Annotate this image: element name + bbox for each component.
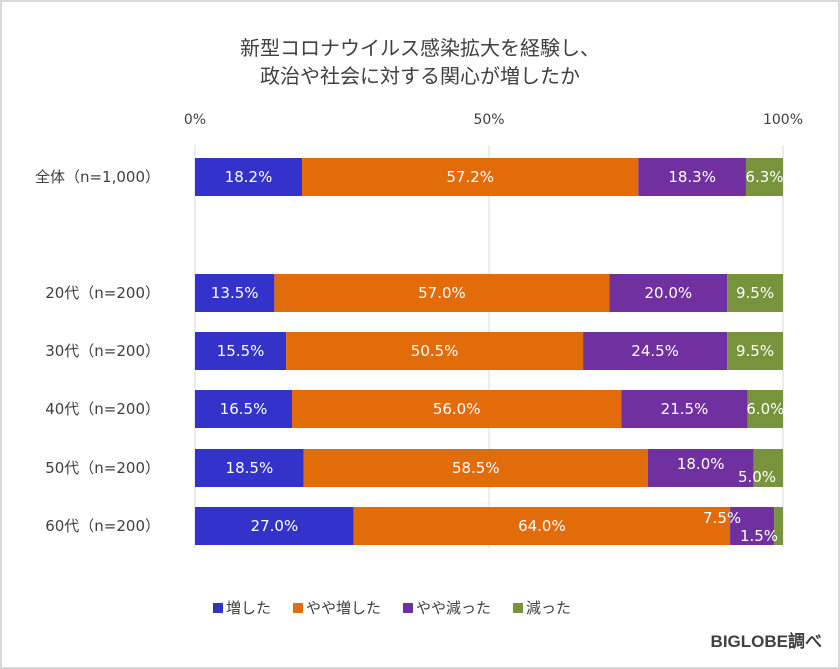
data-label: 64.0% bbox=[518, 517, 566, 535]
legend-item: 増した bbox=[213, 597, 271, 618]
legend-swatch bbox=[213, 602, 223, 613]
legend-swatch bbox=[293, 602, 304, 613]
data-label: 18.3% bbox=[668, 168, 716, 186]
data-label: 1.5% bbox=[740, 527, 778, 545]
data-label: 27.0% bbox=[251, 517, 299, 535]
legend-label: やや増した bbox=[306, 599, 382, 617]
bar-segment bbox=[647, 449, 754, 487]
bar-segment bbox=[292, 390, 622, 428]
data-label: 56.0% bbox=[433, 400, 481, 418]
bar-segment bbox=[727, 332, 783, 370]
bar-segment bbox=[302, 158, 639, 196]
legend-swatch bbox=[513, 602, 524, 613]
data-label: 9.5% bbox=[736, 342, 774, 360]
data-label: 21.5% bbox=[661, 400, 709, 418]
data-label: 18.2% bbox=[225, 168, 273, 186]
bar-segment bbox=[195, 158, 303, 196]
bar-segment bbox=[353, 507, 731, 545]
data-label: 9.5% bbox=[736, 284, 774, 302]
chart-title-line-2: 政治や社会に対する関心が増したか bbox=[260, 64, 580, 88]
bar-segment bbox=[747, 390, 783, 428]
data-label: 18.0% bbox=[677, 455, 725, 473]
data-label: 7.5% bbox=[703, 509, 741, 527]
x-tick-label: 50% bbox=[473, 112, 504, 128]
data-label: 58.5% bbox=[452, 459, 500, 477]
bar-segment bbox=[195, 507, 354, 545]
category-label: 50代（n=200） bbox=[45, 459, 160, 477]
bar-segment bbox=[753, 449, 783, 487]
data-label: 16.5% bbox=[220, 400, 268, 418]
bar-segment bbox=[774, 507, 783, 545]
bar-segment bbox=[286, 332, 584, 370]
data-label: 15.5% bbox=[217, 342, 265, 360]
legend-item: やや増した bbox=[293, 597, 381, 618]
bar-segment bbox=[730, 507, 775, 545]
chart-title-line-1: 新型コロナウイルス感染拡大を経験し、 bbox=[240, 36, 600, 60]
bar-segment bbox=[621, 390, 748, 428]
category-label: 60代（n=200） bbox=[45, 517, 160, 535]
category-labels: 全体（n=1,000） 20代（n=200） 30代（n=200） 40代（n=200… bbox=[35, 168, 160, 535]
legend-label: 減った bbox=[526, 599, 572, 617]
bar-segment bbox=[195, 390, 293, 428]
data-label: 6.3% bbox=[745, 168, 783, 186]
legend-swatch bbox=[403, 602, 414, 613]
x-tick-labels: 0% 50% 100% bbox=[184, 112, 803, 128]
legend-label: 増した bbox=[226, 599, 272, 617]
bar-segment bbox=[195, 449, 304, 487]
bar-segment bbox=[195, 274, 275, 312]
data-label: 20.0% bbox=[645, 284, 693, 302]
data-label: 5.0% bbox=[738, 468, 776, 486]
bar-segment bbox=[274, 274, 610, 312]
category-label: 20代（n=200） bbox=[45, 284, 160, 302]
bar-segment bbox=[195, 332, 287, 370]
category-label: 40代（n=200） bbox=[45, 400, 160, 418]
bar-segment bbox=[609, 274, 728, 312]
bar-segment bbox=[303, 449, 648, 487]
data-label: 13.5% bbox=[211, 284, 259, 302]
bar-segment bbox=[638, 158, 746, 196]
legend: 増した やや増した やや減った 減った bbox=[213, 597, 571, 618]
data-label: 57.2% bbox=[446, 168, 494, 186]
legend-label: やや減った bbox=[416, 599, 492, 617]
bar-segment bbox=[727, 274, 783, 312]
data-label: 57.0% bbox=[418, 284, 466, 302]
category-label: 全体（n=1,000） bbox=[35, 168, 160, 186]
data-label: 18.5% bbox=[226, 459, 274, 477]
data-labels: 18.2% 57.2% 18.3% 6.3% 13.5% 57.0% 20.0% 9.5% 15… bbox=[211, 168, 785, 545]
bar-segment bbox=[745, 158, 783, 196]
legend-item: 減った bbox=[513, 597, 571, 618]
bar-segment bbox=[583, 332, 728, 370]
x-tick-label: 100% bbox=[763, 112, 803, 128]
source-credit: BIGLOBE調べ bbox=[710, 632, 822, 651]
x-tick-label: 0% bbox=[184, 112, 206, 128]
data-label: 50.5% bbox=[411, 342, 459, 360]
bars bbox=[195, 158, 783, 545]
legend-item: やや減った bbox=[403, 597, 491, 618]
data-label: 24.5% bbox=[631, 342, 679, 360]
category-label: 30代（n=200） bbox=[45, 342, 160, 360]
data-label: 6.0% bbox=[746, 400, 784, 418]
